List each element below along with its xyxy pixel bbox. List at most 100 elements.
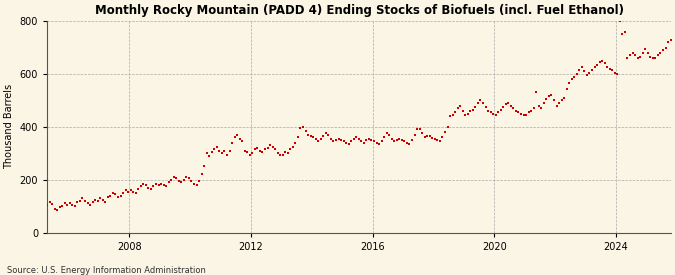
Point	[404, 142, 415, 146]
Point	[556, 98, 567, 103]
Point	[429, 136, 440, 141]
Title: Monthly Rocky Mountain (PADD 4) Ending Stocks of Biofuels (incl. Fuel Ethanol): Monthly Rocky Mountain (PADD 4) Ending S…	[95, 4, 624, 17]
Point	[516, 111, 526, 116]
Point	[221, 152, 232, 157]
Point	[219, 148, 230, 153]
Point	[217, 151, 227, 155]
Point	[612, 72, 623, 76]
Point	[100, 200, 111, 204]
Point	[74, 199, 85, 203]
Point	[564, 81, 574, 86]
Point	[138, 182, 148, 186]
Point	[313, 139, 323, 144]
Point	[305, 134, 316, 138]
Point	[254, 148, 265, 153]
Point	[396, 138, 407, 142]
Point	[59, 201, 70, 206]
Point	[344, 142, 354, 146]
Point	[153, 183, 164, 187]
Point	[265, 143, 275, 147]
Point	[358, 141, 369, 145]
Point	[115, 193, 126, 198]
Point	[439, 130, 450, 134]
Point	[295, 126, 306, 130]
Point	[237, 139, 248, 144]
Point	[107, 191, 118, 195]
Point	[292, 135, 303, 140]
Point	[49, 207, 60, 211]
Point	[328, 139, 339, 144]
Point	[44, 200, 55, 204]
Point	[604, 67, 615, 71]
Point	[450, 110, 460, 114]
Point	[130, 191, 141, 195]
Point	[270, 147, 281, 152]
Point	[290, 141, 301, 145]
Point	[529, 106, 539, 111]
Point	[244, 152, 255, 157]
Point	[300, 129, 311, 133]
Text: Source: U.S. Energy Information Administration: Source: U.S. Energy Information Administ…	[7, 266, 206, 275]
Point	[559, 95, 570, 100]
Point	[234, 136, 245, 141]
Point	[582, 73, 593, 78]
Point	[539, 101, 549, 105]
Point	[622, 56, 633, 60]
Point	[533, 103, 544, 108]
Point	[402, 141, 412, 145]
Point	[302, 133, 313, 137]
Point	[468, 108, 479, 112]
Point	[163, 180, 174, 185]
Point	[181, 175, 192, 179]
Point	[374, 142, 385, 146]
Point	[416, 131, 427, 136]
Point	[161, 184, 171, 188]
Point	[240, 148, 250, 153]
Point	[323, 133, 333, 137]
Point	[399, 139, 410, 144]
Point	[584, 70, 595, 75]
Point	[366, 138, 377, 142]
Point	[260, 147, 271, 152]
Point	[325, 136, 336, 141]
Point	[561, 86, 572, 91]
Point	[72, 200, 83, 204]
Point	[280, 150, 291, 154]
Point	[247, 151, 258, 155]
Point	[490, 113, 501, 117]
Point	[188, 182, 199, 186]
Point	[414, 127, 425, 132]
Point	[485, 110, 496, 114]
Point	[483, 109, 493, 113]
Point	[503, 101, 514, 105]
Point	[432, 138, 443, 142]
Point	[546, 93, 557, 97]
Point	[624, 53, 635, 58]
Point	[227, 141, 238, 145]
Point	[151, 182, 161, 186]
Point	[335, 138, 346, 142]
Point	[318, 134, 329, 138]
Point	[419, 135, 430, 140]
Point	[472, 101, 483, 105]
Point	[465, 109, 476, 113]
Point	[531, 90, 541, 95]
Point	[543, 94, 554, 99]
Point	[110, 192, 121, 196]
Point	[493, 110, 504, 114]
Point	[252, 146, 263, 150]
Point	[384, 133, 395, 137]
Point	[406, 138, 417, 142]
Point	[84, 203, 95, 207]
Point	[602, 65, 613, 70]
Point	[394, 136, 405, 141]
Point	[637, 51, 648, 55]
Point	[371, 141, 382, 145]
Point	[663, 40, 674, 45]
Point	[518, 113, 529, 117]
Point	[386, 136, 397, 141]
Point	[315, 136, 326, 141]
Point	[513, 110, 524, 114]
Point	[67, 203, 78, 207]
Point	[488, 111, 499, 116]
